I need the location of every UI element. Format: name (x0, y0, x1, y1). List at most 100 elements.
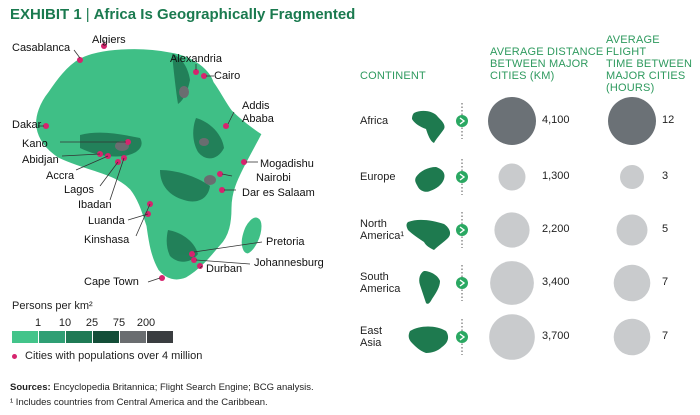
flight-bubble (620, 165, 644, 189)
city-label-lagos: Lagos (64, 184, 94, 196)
city-label-durban: Durban (206, 263, 243, 275)
distance-value-label: 1,300 (542, 170, 570, 182)
city-dot-casablanca (77, 57, 83, 63)
chart-row-3 (419, 261, 651, 305)
flight-value-label: 12 (662, 114, 675, 126)
chevron-right-icon (459, 279, 466, 287)
exhibit-heading: Africa Is Geographically Fragmented (93, 6, 356, 23)
distance-header-line-2: BETWEEN MAJOR (490, 58, 589, 70)
continent-column-header: CONTINENT (360, 70, 426, 82)
flight-value-label: 7 (662, 330, 669, 342)
city-label-kano: Kano (22, 138, 48, 150)
city-dot-addis-ababa (223, 123, 229, 129)
continent-label: North America¹ (360, 218, 404, 242)
chevron-right-icon (459, 173, 466, 181)
distance-value-label: 3,700 (542, 330, 570, 342)
continent-label: Africa (360, 115, 388, 127)
legend-tick-1: 1 (34, 317, 42, 329)
continent-label-line: South (360, 271, 389, 283)
arrow-right-icon (456, 115, 468, 127)
city-dot-nairobi (217, 171, 223, 177)
city-label-cape-town: Cape Town (84, 276, 139, 288)
africa-landmass (35, 48, 263, 281)
flight-value-label: 3 (662, 170, 669, 182)
flight-header-line-4: (HOURS) (606, 82, 655, 94)
flight-column-header: AVERAGE FLIGHT TIME BETWEEN MAJOR CITIES… (606, 34, 700, 94)
flight-bubble (608, 97, 656, 145)
city-label-kinshasa: Kinshasa (84, 234, 130, 246)
legend-swatch-0 (12, 331, 38, 343)
city-dot-cape-town (159, 275, 165, 281)
continent-label-line: America (360, 283, 401, 295)
continent-label-line: East (360, 325, 383, 337)
legend-swatch-3 (93, 331, 119, 343)
city-label-accra: Accra (46, 170, 75, 182)
legend-swatch-5 (147, 331, 173, 343)
city-label-pretoria: Pretoria (266, 236, 305, 248)
cities-note-text: Cities with populations over 4 million (25, 350, 203, 362)
chart-row-1 (415, 159, 644, 195)
city-label-algiers: Algiers (92, 34, 126, 46)
city-dot-icon (12, 353, 17, 359)
legend-swatch-2 (66, 331, 92, 343)
city-dot-johannesburg (191, 257, 197, 263)
arrow-right-icon (456, 171, 468, 183)
continent-label-line: Africa (360, 115, 389, 127)
continent-label: East Asia (360, 325, 382, 349)
city-dot-pretoria (189, 251, 195, 257)
city-label-ibadan: Ibadan (78, 199, 112, 211)
arrow-right-icon (456, 331, 468, 343)
title-separator: | (85, 6, 90, 23)
legend-tick-75: 75 (112, 317, 126, 329)
flight-value-label: 7 (662, 276, 669, 288)
arrow-right-icon (456, 224, 468, 236)
city-label-luanda: Luanda (88, 215, 125, 227)
city-leader-lines (38, 40, 263, 283)
distance-bubble (488, 97, 536, 145)
distance-value-label: 2,200 (542, 223, 570, 235)
exhibit-number: EXHIBIT 1 (10, 6, 82, 23)
sources-label: Sources: (10, 382, 51, 393)
city-dot-alexandria (193, 69, 199, 75)
chevron-right-icon (459, 117, 466, 125)
legend-tick-10: 10 (58, 317, 72, 329)
continent-shape-icon (419, 271, 440, 304)
legend-swatch-1 (39, 331, 65, 343)
continent-shape-icon (415, 167, 445, 192)
city-label-alexandria: Alexandria (170, 53, 222, 65)
city-dot-durban (197, 263, 203, 269)
distance-bubble (490, 261, 534, 305)
city-label-johannesburg: Johannesburg (254, 257, 324, 269)
flight-header-line-1: AVERAGE FLIGHT (606, 34, 660, 58)
city-label-casablanca: Casablanca (12, 42, 71, 54)
legend-title: Persons per km² (12, 300, 93, 312)
city-label-cairo: Cairo (214, 70, 241, 82)
city-dot-kano (125, 139, 131, 145)
distance-header-line-3: CITIES (KM) (490, 70, 555, 82)
chart-row-4 (408, 314, 651, 360)
city-label-ababa: Ababa (242, 113, 274, 125)
city-label-nairobi: Nairobi (256, 172, 291, 184)
flight-header-line-3: MAJOR CITIES (606, 70, 686, 82)
city-label-mogadishu: Mogadishu (260, 158, 314, 170)
continent-shape-icon (408, 326, 449, 353)
madagascar-island (240, 216, 263, 255)
distance-bubble (489, 314, 535, 360)
distance-bubble (494, 212, 530, 248)
city-label-dar-es-salaam: Dar es Salaam (242, 187, 315, 199)
continent-shape-icon (412, 110, 445, 143)
sources-note: Sources: Encyclopedia Britannica; Flight… (10, 382, 314, 393)
city-label-dakar: Dakar (12, 119, 42, 131)
city-label-addis: Addis (242, 100, 270, 112)
continent-label-line: Europe (360, 171, 396, 183)
city-dot-cairo (201, 73, 207, 79)
legend-swatch-4 (120, 331, 146, 343)
chart-row-0 (412, 97, 656, 145)
flight-bubble (616, 214, 648, 246)
cities-note: Cities with populations over 4 million (12, 350, 202, 362)
distance-value-label: 3,400 (542, 276, 570, 288)
continent-label: Europe (360, 171, 395, 183)
flight-header-line-2: TIME BETWEEN (606, 58, 693, 70)
city-dot-algiers (101, 43, 107, 49)
flight-bubble (613, 318, 651, 356)
